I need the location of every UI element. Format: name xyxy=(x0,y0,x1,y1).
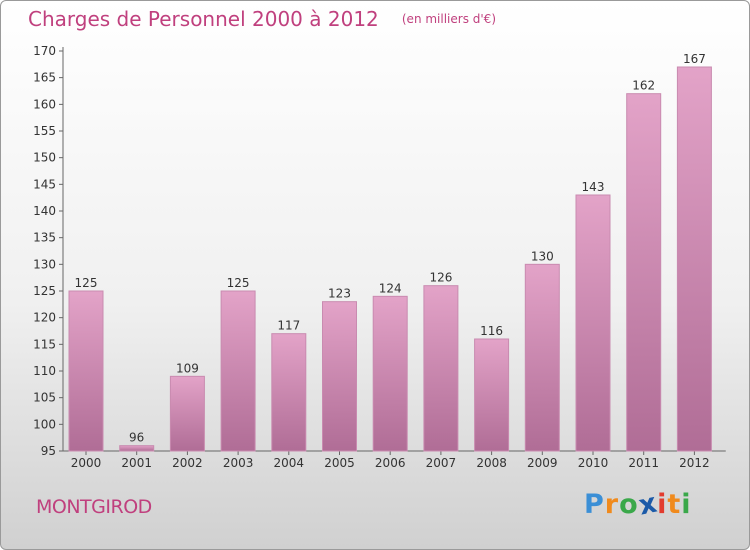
bar xyxy=(119,445,155,452)
x-tick-label: 2009 xyxy=(527,456,558,470)
commune-name: MONTGIROD xyxy=(36,496,152,518)
y-tick-label: 110 xyxy=(33,364,56,378)
bar xyxy=(271,333,307,452)
chart-title: Charges de Personnel 2000 à 2012 xyxy=(28,7,379,31)
x-tick-label: 2012 xyxy=(679,456,710,470)
x-tick-label: 2003 xyxy=(223,456,254,470)
bars: 125 96 109 125 117 123 124 126 116 130 143 162 167 xyxy=(68,52,712,452)
value-label: 124 xyxy=(379,281,402,295)
bar xyxy=(474,338,510,452)
value-label: 126 xyxy=(429,271,452,285)
brand-letter: r xyxy=(604,489,620,520)
chart-subtitle: (en milliers d'€) xyxy=(401,12,496,26)
value-label: 143 xyxy=(582,180,605,194)
y-tick-label: 115 xyxy=(33,337,56,351)
bar xyxy=(372,295,408,452)
bar xyxy=(575,194,611,452)
y-tick-label: 170 xyxy=(33,44,56,58)
title-row: Charges de Personnel 2000 à 2012 (en mil… xyxy=(28,7,496,31)
value-label: 96 xyxy=(129,431,144,445)
y-tick-label: 95 xyxy=(41,444,56,458)
bar xyxy=(524,263,560,452)
x-tick-label: 2007 xyxy=(426,456,457,470)
y-tick-label: 150 xyxy=(33,151,56,165)
value-label: 167 xyxy=(683,52,706,66)
brand-letter: t xyxy=(667,489,682,520)
x-tick-label: 2004 xyxy=(274,456,305,470)
value-label: 123 xyxy=(328,287,351,301)
axes: 95 100 105 110 115 120 125 130 135 140 145 150 155 16… xyxy=(33,44,726,470)
y-tick-label: 140 xyxy=(33,204,56,218)
brand-letter: i xyxy=(657,489,668,520)
y-tick-label: 120 xyxy=(33,311,56,325)
y-tick-label: 155 xyxy=(33,124,56,138)
value-label: 125 xyxy=(227,276,250,290)
y-tick-label: 145 xyxy=(33,177,56,191)
value-label: 109 xyxy=(176,361,199,375)
bar xyxy=(68,290,104,452)
x-tick-label: 2005 xyxy=(324,456,355,470)
x-tick-label: 2008 xyxy=(476,456,507,470)
bar xyxy=(220,290,256,452)
bar xyxy=(676,66,712,452)
value-label: 125 xyxy=(75,276,98,290)
bar xyxy=(322,301,357,452)
x-tick-label: 2002 xyxy=(172,456,203,470)
value-label: 116 xyxy=(480,324,503,338)
bar xyxy=(423,285,459,452)
y-tick-label: 160 xyxy=(33,97,56,111)
brand-logo[interactable]: Proxiti xyxy=(584,487,692,521)
y-tick-label: 100 xyxy=(33,417,56,431)
y-tick-label: 135 xyxy=(33,231,56,245)
x-tick-label: 2001 xyxy=(121,456,152,470)
y-tick-label: 130 xyxy=(33,257,56,271)
brand-letter: i xyxy=(681,489,692,520)
y-tick-label: 105 xyxy=(33,391,56,405)
x-tick-label: 2006 xyxy=(375,456,406,470)
bar xyxy=(169,375,205,452)
y-tick-label: 165 xyxy=(33,71,56,85)
value-label: 130 xyxy=(531,249,554,263)
x-tick-label: 2011 xyxy=(628,456,659,470)
x-tick-label: 2010 xyxy=(578,456,609,470)
y-tick-label: 125 xyxy=(33,284,56,298)
value-label: 117 xyxy=(277,319,300,333)
brand-letter: P xyxy=(584,489,605,520)
x-tick-label: 2000 xyxy=(71,456,102,470)
bar xyxy=(626,93,662,452)
value-label: 162 xyxy=(632,79,655,93)
brand-letter: o xyxy=(619,489,639,520)
